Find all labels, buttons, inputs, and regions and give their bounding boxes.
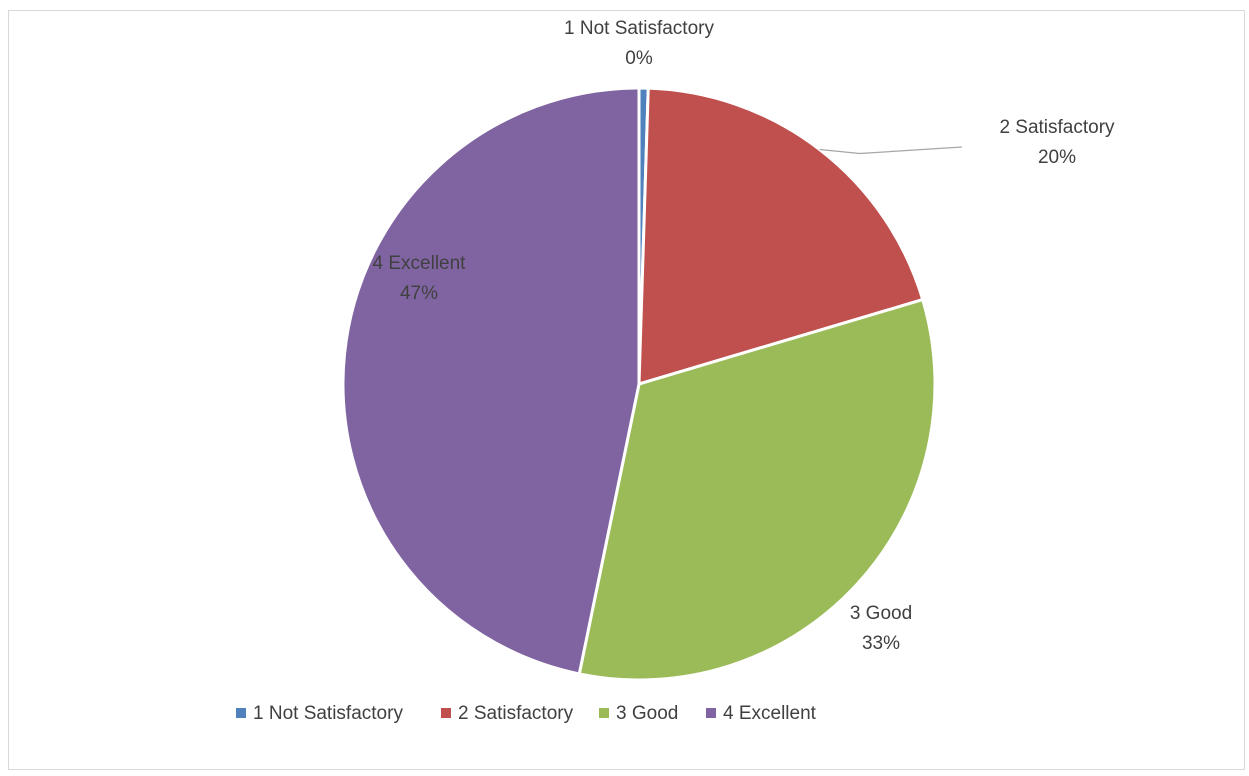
data-label-percent-4-excellent: 47% bbox=[400, 283, 438, 304]
leader-line bbox=[819, 146, 963, 155]
data-label-percent-1-not-satisfactory: 0% bbox=[625, 48, 653, 69]
data-label-category-2-satisfactory: 2 Satisfactory bbox=[999, 117, 1115, 138]
legend-item-1-not-satisfactory: 1 Not Satisfactory bbox=[236, 703, 403, 724]
legend-item-2-satisfactory: 2 Satisfactory bbox=[441, 703, 574, 724]
pie-slice-4-excellent bbox=[341, 86, 641, 676]
legend-label: 2 Satisfactory bbox=[458, 703, 574, 724]
legend-label: 3 Good bbox=[616, 703, 678, 724]
legend-label: 4 Excellent bbox=[723, 703, 817, 724]
legend-swatch bbox=[441, 708, 451, 718]
pie-chart: 1 Not Satisfactory 0% 2 Satisfactory 20% 3 G… bbox=[236, 18, 1115, 724]
chart-frame: 1 Not Satisfactory 0% 2 Satisfactory 20% 3 G… bbox=[8, 10, 1245, 770]
data-label-percent-2-satisfactory: 20% bbox=[1038, 147, 1076, 168]
data-label-category-4-excellent: 4 Excellent bbox=[373, 253, 467, 274]
legend-swatch bbox=[236, 708, 246, 718]
pie-slice-3-good bbox=[577, 298, 937, 682]
legend-item-4-excellent: 4 Excellent bbox=[706, 703, 817, 724]
legend-swatch bbox=[599, 708, 609, 718]
legend-label: 1 Not Satisfactory bbox=[253, 703, 403, 724]
data-label-category-1-not-satisfactory: 1 Not Satisfactory bbox=[564, 18, 714, 39]
legend-item-3-good: 3 Good bbox=[599, 703, 678, 724]
legend-swatch bbox=[706, 708, 716, 718]
data-label-category-3-good: 3 Good bbox=[850, 603, 912, 624]
data-label-percent-3-good: 33% bbox=[862, 633, 900, 654]
pie-slice-2-satisfactory bbox=[637, 86, 925, 386]
